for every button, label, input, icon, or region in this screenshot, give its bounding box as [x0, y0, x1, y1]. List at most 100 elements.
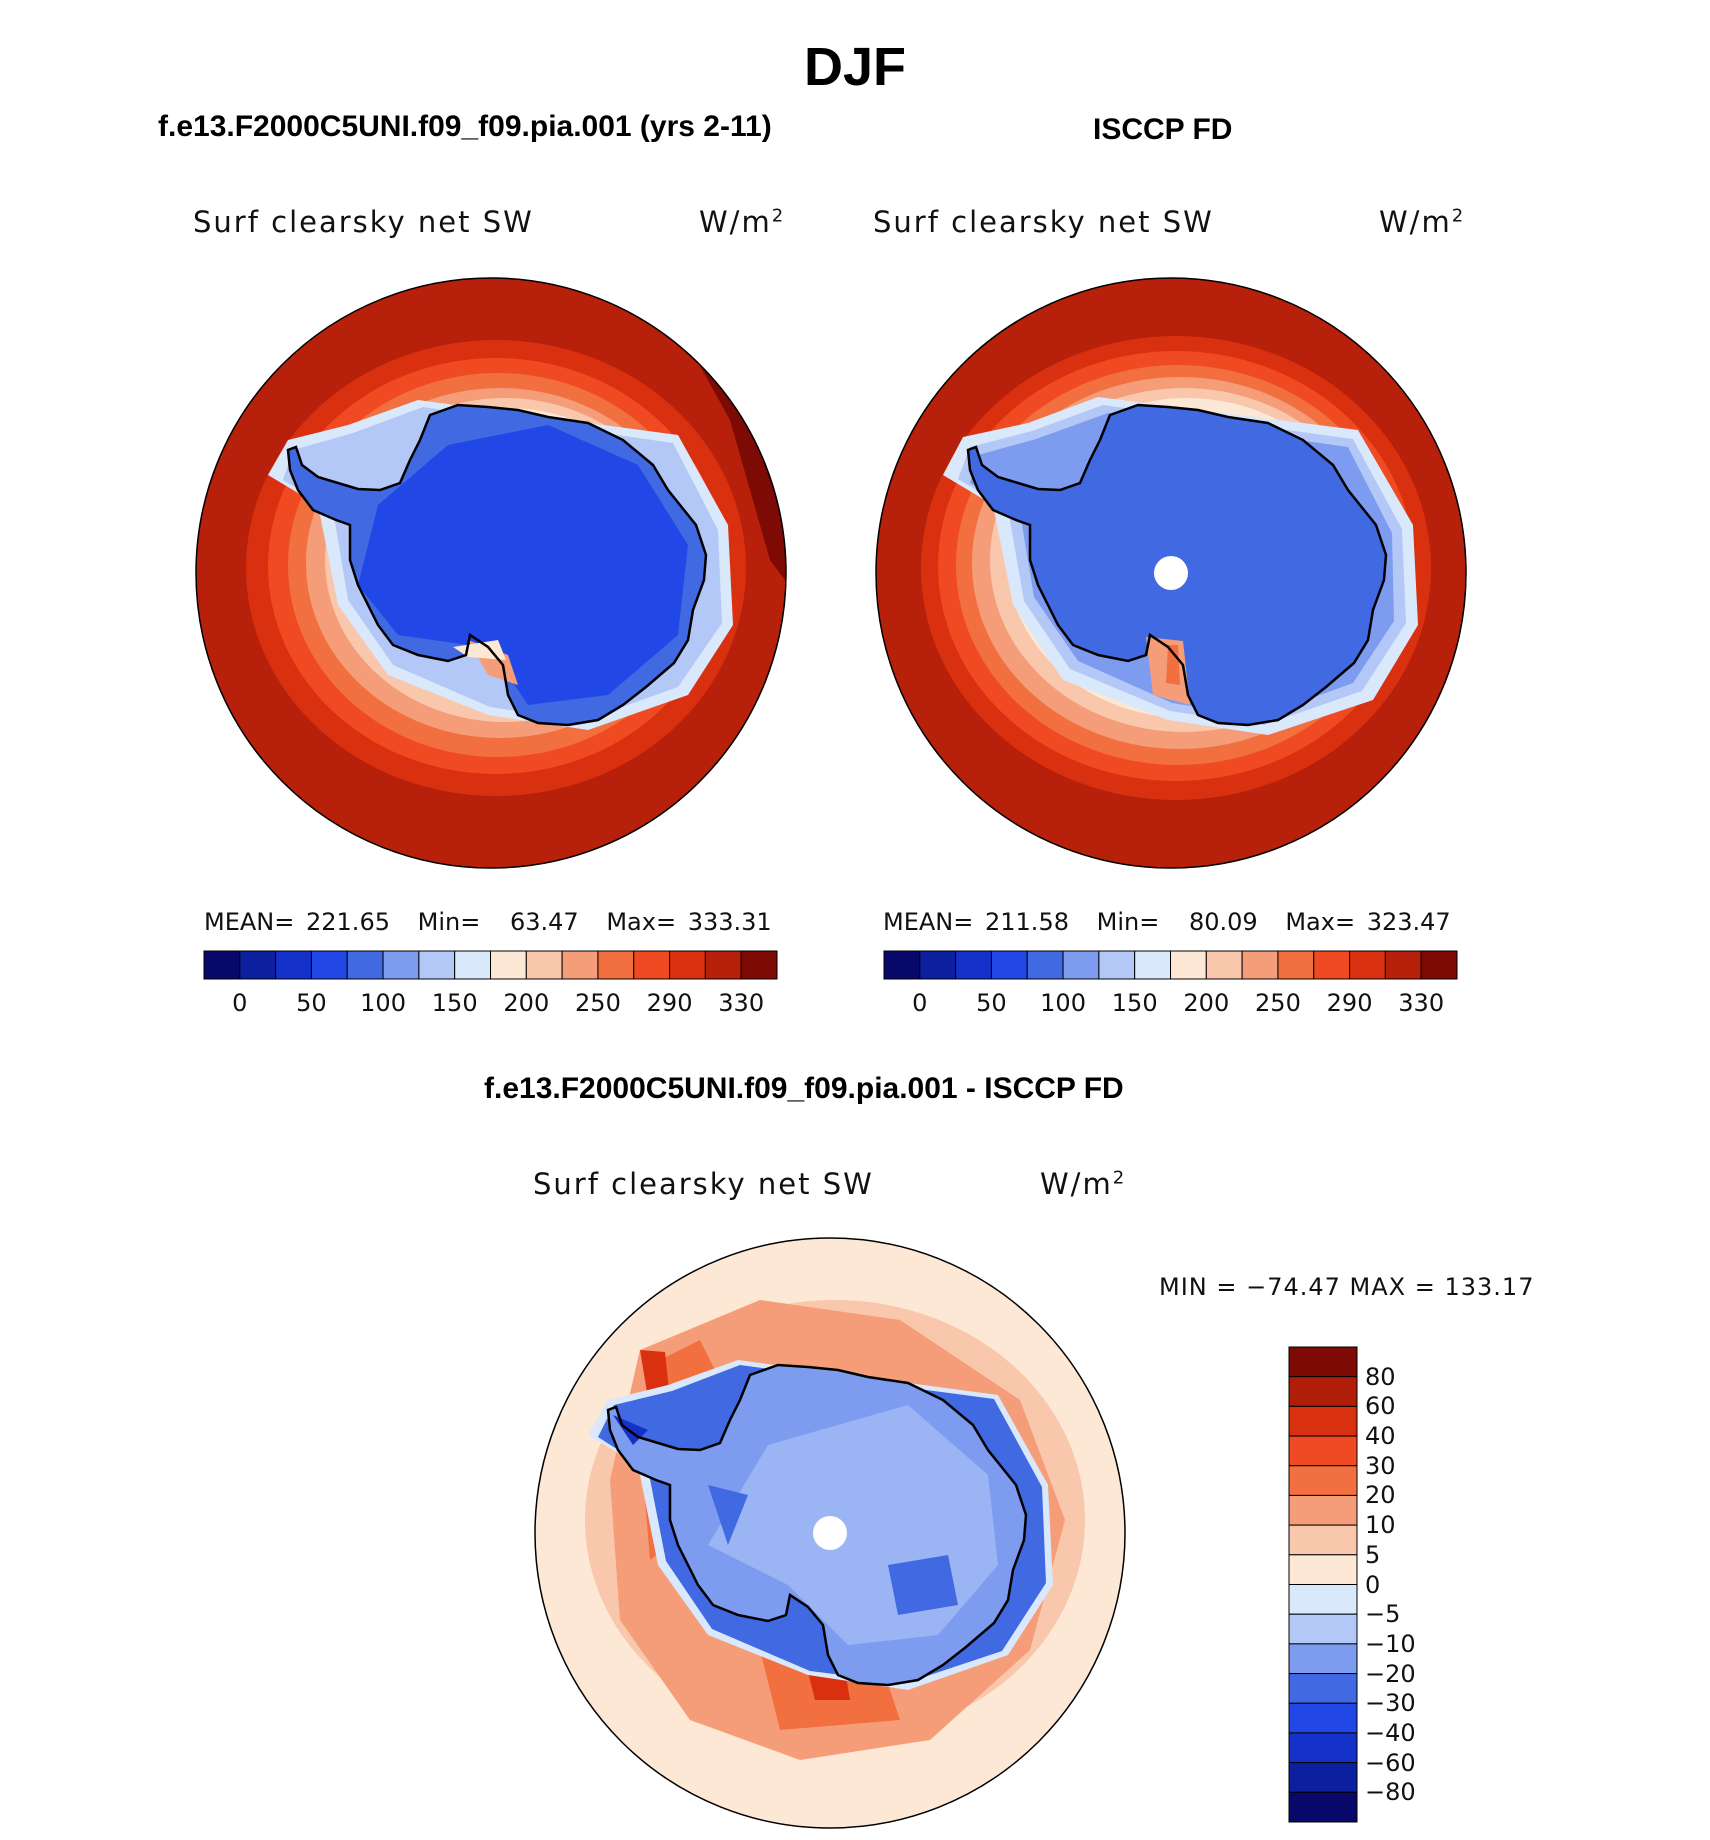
- colorbar-swatch: [919, 950, 957, 980]
- panel-3-minmax: MIN = −74.47 MAX = 133.17: [1159, 1273, 1535, 1301]
- colorbar-swatch: [990, 950, 1028, 980]
- colorbar-tick-label: 80: [1365, 1362, 1396, 1391]
- colorbar-tick-label: 330: [1398, 989, 1445, 1017]
- colorbar-swatch: [418, 950, 456, 980]
- colorbar-tick-label: −20: [1365, 1659, 1416, 1688]
- colorbar-swatch: [454, 950, 491, 980]
- mean-value: 221.65: [306, 908, 390, 936]
- colorbar-swatch: [1288, 1494, 1358, 1526]
- max-label: Max=: [606, 908, 677, 936]
- panel-2-stats: MEAN= 211.58 Min= 80.09 Max= 323.47: [883, 908, 1451, 936]
- colorbar-tick-label: 100: [360, 989, 406, 1017]
- max-value: 333.31: [687, 908, 772, 936]
- map-panel-2: [875, 277, 1467, 869]
- colorbar-tick-label: −5: [1365, 1600, 1401, 1629]
- colorbar-1: [203, 950, 778, 980]
- colorbar-swatch: [669, 950, 706, 980]
- panel-1-variable: Surf clearsky net SW: [193, 205, 534, 239]
- colorbar-tick-label: 60: [1365, 1392, 1396, 1421]
- colorbar-swatch: [1288, 1346, 1358, 1378]
- max-label: Max=: [1285, 908, 1356, 936]
- colorbar-tick-label: 150: [1111, 989, 1158, 1017]
- min-label: Min=: [417, 908, 481, 936]
- colorbar-tick-label: −30: [1365, 1689, 1416, 1718]
- colorbar-tick-label: 330: [718, 989, 765, 1017]
- colorbar-swatch: [1277, 950, 1315, 980]
- colorbar-swatch: [740, 950, 778, 980]
- panel-1-stats: MEAN= 221.65 Min= 63.47 Max= 333.31: [204, 908, 772, 936]
- panel-2-units-base: W/m: [1379, 205, 1452, 239]
- colorbar-swatch: [1288, 1643, 1358, 1675]
- colorbar-swatch: [1062, 950, 1100, 980]
- colorbar-swatch: [1134, 950, 1171, 980]
- min-value: 63.47: [509, 908, 579, 936]
- mean-value: 211.58: [985, 908, 1069, 936]
- panel-3-units: W/m2: [1040, 1167, 1126, 1201]
- colorbar-swatch: [1288, 1732, 1358, 1764]
- colorbar-2: [883, 950, 1458, 980]
- panel-2-header: ISCCP FD: [1093, 113, 1233, 146]
- colorbar-tick-label: 100: [1040, 989, 1086, 1017]
- colorbar-swatch: [883, 950, 921, 980]
- colorbar-3: [1288, 1346, 1358, 1823]
- colorbar-swatch: [1384, 950, 1422, 980]
- colorbar-swatch: [382, 950, 420, 980]
- panel-1-header: f.e13.F2000C5UNI.f09_f09.pia.001 (yrs 2-…: [158, 110, 772, 143]
- panel-1-units-exponent: 2: [771, 205, 786, 227]
- colorbar-tick-label: 50: [296, 989, 327, 1017]
- colorbar-tick-label: 0: [1365, 1570, 1381, 1599]
- colorbar-tick-label: −40: [1365, 1718, 1416, 1747]
- colorbar-tick-label: −80: [1365, 1778, 1416, 1807]
- colorbar-swatch: [1288, 1673, 1358, 1704]
- panel-1-units: W/m2: [699, 205, 785, 239]
- colorbar-tick-label: 50: [976, 989, 1007, 1017]
- colorbar-swatch: [1288, 1613, 1358, 1645]
- colorbar-swatch: [490, 950, 527, 980]
- colorbar-swatch: [1288, 1465, 1358, 1496]
- colorbar-swatch: [1288, 1524, 1358, 1556]
- colorbar-tick-label: 5: [1365, 1540, 1381, 1569]
- colorbar-swatch: [1241, 950, 1279, 980]
- colorbar-tick-label: 250: [1255, 989, 1301, 1017]
- colorbar-swatch: [239, 950, 277, 980]
- colorbar-tick-label: 200: [503, 989, 550, 1017]
- colorbar-swatch: [1288, 1702, 1358, 1734]
- colorbar-tick-label: 150: [431, 989, 478, 1017]
- colorbar-tick-label: −60: [1365, 1748, 1416, 1777]
- map-panel-3: [534, 1237, 1126, 1829]
- panel-3-units-base: W/m: [1040, 1167, 1113, 1201]
- colorbar-tick-label: 0: [232, 989, 248, 1017]
- colorbar-tick-label: 30: [1365, 1451, 1396, 1480]
- colorbar-swatch: [1170, 950, 1207, 980]
- min-value: 80.09: [1188, 908, 1258, 936]
- max-value: 323.47: [1366, 908, 1451, 936]
- colorbar-tick-label: −10: [1365, 1629, 1416, 1658]
- colorbar-swatch: [1026, 950, 1064, 980]
- panel-1-units-base: W/m: [699, 205, 772, 239]
- colorbar-swatch: [1288, 1554, 1358, 1585]
- colorbar-swatch: [1420, 950, 1458, 980]
- colorbar-swatch: [275, 950, 312, 980]
- panel-2-units: W/m2: [1379, 205, 1465, 239]
- colorbar-swatch: [633, 950, 671, 980]
- mean-label: MEAN=: [204, 908, 295, 936]
- panel-2-units-exponent: 2: [1451, 205, 1466, 227]
- colorbar-swatch: [1288, 1376, 1358, 1407]
- colorbar-tick-label: 200: [1183, 989, 1230, 1017]
- map-panel-1: [195, 277, 787, 869]
- colorbar-tick-label: 250: [575, 989, 621, 1017]
- colorbar-swatch: [1098, 950, 1136, 980]
- panel-3-header: f.e13.F2000C5UNI.f09_f09.pia.001 - ISCCP…: [484, 1072, 1124, 1105]
- panel-2-variable: Surf clearsky net SW: [873, 205, 1214, 239]
- colorbar-swatch: [1288, 1584, 1358, 1615]
- colorbar-tick-label: 0: [912, 989, 928, 1017]
- colorbar-tick-label: 20: [1365, 1481, 1396, 1510]
- colorbar-tick-label: 10: [1365, 1511, 1396, 1540]
- colorbar-swatch: [525, 950, 563, 980]
- colorbar-swatch: [597, 950, 635, 980]
- panel-3-units-exponent: 2: [1112, 1167, 1127, 1189]
- colorbar-swatch: [310, 950, 348, 980]
- colorbar-swatch: [561, 950, 599, 980]
- colorbar-swatch: [1313, 950, 1351, 980]
- colorbar-swatch: [1349, 950, 1386, 980]
